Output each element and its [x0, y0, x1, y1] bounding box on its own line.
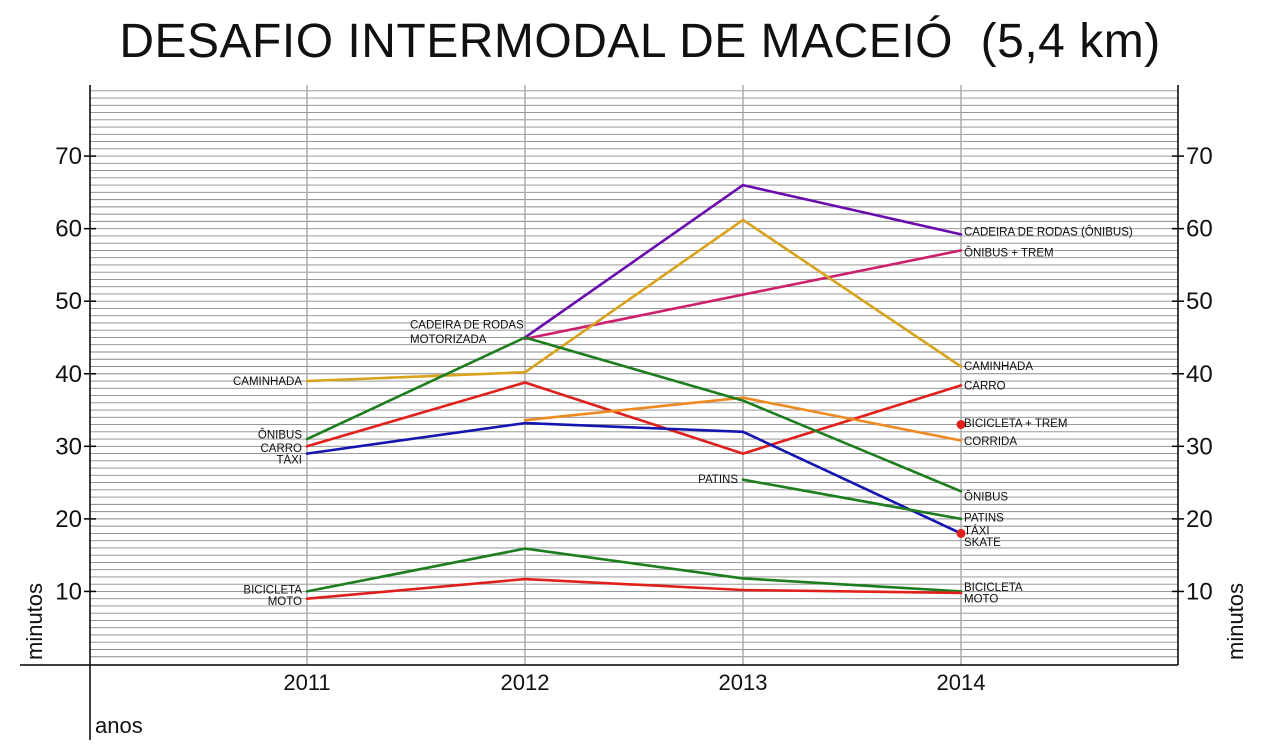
y-tick-label-left: 20 — [55, 506, 82, 533]
series-label-right: BICICLETA — [964, 582, 1023, 594]
series-lines — [305, 183, 966, 601]
series-label-mid: MOTORIZADA — [410, 334, 487, 346]
series-label-left: ÔNIBUS — [258, 429, 302, 442]
y-tick-label-left: 60 — [55, 216, 82, 243]
series-label-left: CARRO — [260, 443, 302, 455]
data-point — [956, 528, 966, 538]
y-tick-label-left: 30 — [55, 433, 82, 460]
x-tick-label: 2011 — [283, 670, 330, 695]
x-tick-label: 2013 — [719, 670, 768, 695]
series-line — [523, 396, 963, 442]
series-label-right: PATINS — [964, 512, 1004, 524]
series-line — [523, 183, 963, 339]
y-tick-label-left: 70 — [55, 143, 82, 170]
grid — [90, 85, 1178, 665]
chart-title: DESAFIO INTERMODAL DE MACEIÓ (5,4 km) — [119, 15, 1161, 68]
series-label-right: CADEIRA DE RODAS (ÔNIBUS) — [964, 226, 1133, 239]
y-tick-label-left: 50 — [55, 288, 82, 315]
x-tick-label: 2012 — [501, 670, 550, 695]
series-label-right: MOTO — [964, 594, 998, 606]
series-line — [305, 421, 963, 535]
x-tick-label: 2014 — [937, 670, 986, 695]
series-label-mid: CADEIRA DE RODAS — [410, 319, 524, 331]
axes: 10 10 20 20 30 30 40 40 50 50 60 60 70 70 2011 2012 2013… — [20, 85, 1213, 740]
series-label-mid: PATINS — [698, 474, 738, 486]
series-line — [741, 478, 963, 521]
series-line — [523, 249, 963, 341]
series-label-right: ÔNIBUS + TREM — [964, 247, 1054, 260]
y-tick-label-right: 40 — [1186, 361, 1213, 388]
y-tick-label-right: 30 — [1186, 433, 1213, 460]
series-label-right: CARRO — [964, 380, 1006, 392]
series-line — [305, 577, 963, 601]
series-label-right: ÔNIBUS — [964, 490, 1008, 503]
series-label-right: TÁXI — [964, 524, 990, 537]
y-tick-label-left: 10 — [55, 578, 82, 605]
series-labels: CAMINHADAÔNIBUSCARROTÁXIBICICLETAMOTOCAD… — [233, 226, 1133, 608]
data-point — [956, 420, 966, 430]
series-label-right: BICICLETA + TREM — [964, 418, 1067, 430]
series-label-left: CAMINHADA — [233, 376, 302, 388]
y-tick-label-right: 70 — [1186, 143, 1213, 170]
series-label-right: CORRIDA — [964, 436, 1017, 448]
y-tick-label-right: 60 — [1186, 216, 1213, 243]
series-label-left: BICICLETA — [243, 584, 302, 596]
x-axis-label: anos — [95, 713, 143, 738]
y-tick-label-right: 50 — [1186, 288, 1213, 315]
series-line — [305, 547, 963, 593]
y-axis-label-left: minutos — [22, 583, 47, 660]
series-label-right: CAMINHADA — [964, 361, 1033, 373]
series-label-right: SKATE — [964, 537, 1001, 549]
series-line — [305, 336, 963, 493]
series-line — [305, 218, 963, 383]
y-tick-label-right: 10 — [1186, 578, 1213, 605]
y-axis-label-right: minutos — [1223, 583, 1248, 660]
series-label-left: TÁXI — [276, 453, 302, 466]
y-tick-label-right: 20 — [1186, 506, 1213, 533]
y-tick-label-left: 40 — [55, 361, 82, 388]
series-label-left: MOTO — [268, 596, 302, 608]
